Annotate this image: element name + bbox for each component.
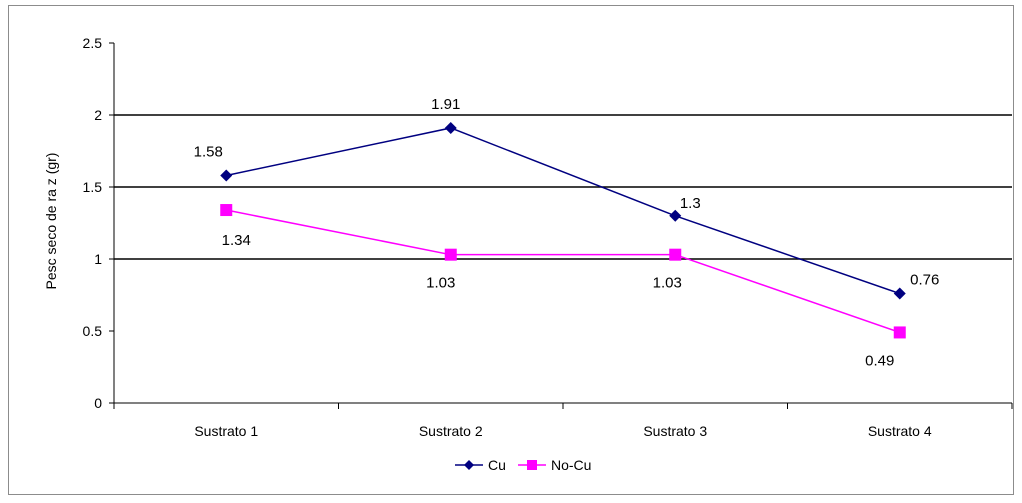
data-point-square [669, 248, 682, 261]
data-label: 1.58 [194, 143, 223, 160]
y-tick-label: 0.5 [83, 323, 103, 339]
series-line-cu [226, 127, 900, 295]
data-point-square [220, 204, 233, 217]
legend-label-no-cu: No-Cu [551, 457, 591, 473]
data-point-square [444, 248, 457, 261]
legend-marker-square [527, 460, 537, 470]
series-group [220, 121, 906, 339]
x-tick-label: Sustrato 2 [419, 423, 483, 439]
series-line-no-cu [226, 209, 900, 334]
legend: Cu No-Cu [455, 457, 591, 473]
data-labels: 1.58 1.91 1.3 0.76 1.34 1.03 1.03 0.49 [194, 96, 940, 369]
data-point-diamond [220, 169, 233, 182]
y-tick-label: 2 [94, 107, 102, 123]
x-tick-labels: Sustrato 1 Sustrato 2 Sustrato 3 Sustrato 4 [194, 423, 932, 439]
y-tick-label: 2.5 [83, 35, 103, 51]
data-point-square [893, 326, 906, 339]
axes [109, 42, 1013, 409]
data-point-diamond [893, 287, 906, 300]
legend-label-cu: Cu [488, 457, 506, 473]
x-tick-label: Sustrato 4 [868, 423, 932, 439]
y-tick-labels: 0 0.5 1 1.5 2 2.5 [83, 35, 103, 411]
data-point-diamond [444, 121, 457, 134]
data-label: 1.03 [426, 275, 455, 292]
data-label: 1.03 [653, 275, 682, 292]
y-tick-label: 1 [94, 251, 102, 267]
gridlines [114, 114, 1012, 260]
y-tick-label: 0 [94, 395, 102, 411]
data-point-diamond [669, 209, 682, 222]
x-tick-label: Sustrato 3 [643, 423, 707, 439]
x-tick-label: Sustrato 1 [194, 423, 258, 439]
y-axis-title: Pesc seco de ra z (gr) [43, 153, 59, 290]
data-label: 1.91 [431, 96, 460, 113]
data-label: 0.49 [865, 352, 894, 369]
data-label: 1.34 [222, 232, 251, 249]
legend-marker-diamond [464, 460, 474, 470]
chart-frame [8, 5, 1014, 495]
data-label: 1.3 [680, 195, 701, 212]
data-label: 0.76 [910, 272, 939, 289]
y-tick-label: 1.5 [83, 179, 103, 195]
